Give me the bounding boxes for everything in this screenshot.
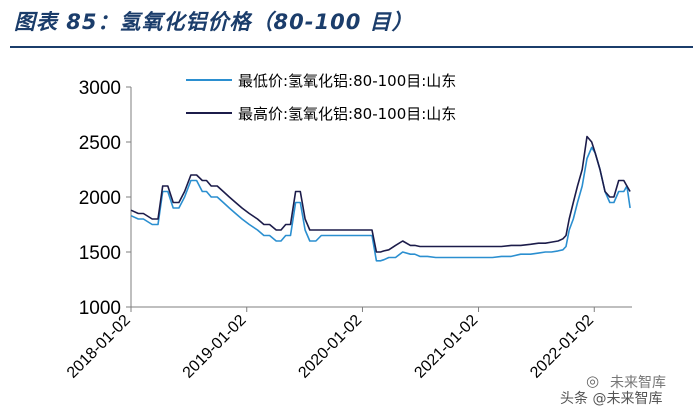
y-tick-label: 2000 <box>79 188 121 209</box>
chart-title: 图表 85：氢氧化铝价格（80-100 目） <box>14 10 414 34</box>
x-tick-label: 2021-01-02 <box>411 312 481 382</box>
legend-label-low-price: 最低价:氢氧化铝:80-100目:山东 <box>238 72 456 90</box>
x-tick-label: 2018-01-02 <box>64 312 134 382</box>
series-line-low-price <box>130 146 631 262</box>
series-line-high-price <box>130 135 631 253</box>
series-lines <box>130 135 631 262</box>
y-tick-label: 1000 <box>79 298 121 319</box>
watermark-text: 头条 @未来智库 <box>560 391 663 407</box>
y-tick-label: 2500 <box>79 133 121 154</box>
title-divider <box>10 46 693 48</box>
wechat-icon: ◎ <box>586 372 600 390</box>
watermark-brand: 未来智库 <box>610 375 666 391</box>
x-tick-label: 2019-01-02 <box>180 312 250 382</box>
y-tick-label: 3000 <box>79 78 121 99</box>
legend-label-high-price: 最高价:氢氧化铝:80-100目:山东 <box>238 105 456 123</box>
y-tick-label: 1500 <box>79 243 121 264</box>
x-tick-label: 2020-01-02 <box>295 312 365 382</box>
